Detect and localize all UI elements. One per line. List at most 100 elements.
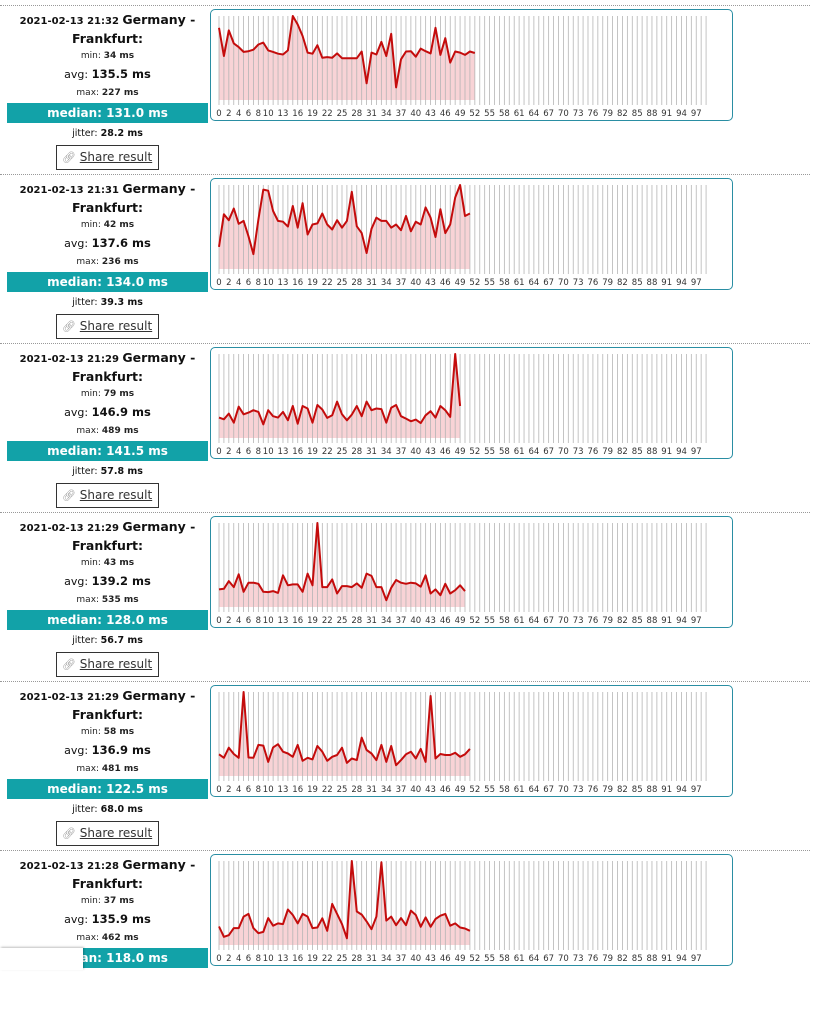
x-tick-label: 19 xyxy=(307,278,318,288)
share-result-button[interactable]: 🔗︎ Share result xyxy=(55,652,160,677)
x-tick-label: 34 xyxy=(381,447,392,457)
x-tick-label: 25 xyxy=(337,785,348,795)
x-tick-label: 64 xyxy=(528,616,539,626)
x-tick-label: 58 xyxy=(499,785,510,795)
x-tick-label: 82 xyxy=(617,447,628,457)
x-tick-label: 16 xyxy=(292,954,303,964)
x-tick-label: 91 xyxy=(661,278,672,288)
x-tick-label: 2 xyxy=(226,109,231,119)
max-label: max: xyxy=(76,933,102,943)
x-tick-label: 4 xyxy=(236,278,241,288)
median-stat: median: 131.0 ms xyxy=(7,103,208,123)
x-tick-label: 82 xyxy=(617,278,628,288)
max-value: 236 ms xyxy=(101,257,139,267)
x-tick-label: 88 xyxy=(647,616,658,626)
x-tick-label: 2 xyxy=(226,278,231,288)
x-tick-label: 37 xyxy=(396,278,407,288)
x-tick-label: 79 xyxy=(602,616,613,626)
x-tick-label: 31 xyxy=(366,954,377,964)
x-tick-label: 61 xyxy=(514,278,525,288)
max-value: 489 ms xyxy=(101,426,139,436)
jitter-stat: jitter: 56.7 ms xyxy=(7,630,208,652)
x-tick-label: 22 xyxy=(322,278,333,288)
x-tick-label: 64 xyxy=(528,447,539,457)
timestamp: 2021-02-13 21:28 xyxy=(19,861,119,872)
x-tick-label: 49 xyxy=(455,278,466,288)
x-tick-label: 70 xyxy=(558,278,569,288)
median-stat: median: 134.0 ms xyxy=(7,272,208,292)
link-icon: 🔗︎ xyxy=(61,658,76,671)
x-tick-label: 0 xyxy=(216,109,221,119)
city: Frankfurt: xyxy=(71,538,144,553)
x-tick-label: 19 xyxy=(307,954,318,964)
x-tick-label: 91 xyxy=(661,447,672,457)
share-result-button[interactable]: 🔗︎ Share result xyxy=(55,314,160,339)
x-tick-label: 28 xyxy=(351,109,362,119)
divider xyxy=(0,174,810,175)
median-value: 128.0 ms xyxy=(106,613,168,627)
min-value: 79 ms xyxy=(103,389,135,399)
x-tick-label: 79 xyxy=(602,278,613,288)
share-result-button[interactable]: 🔗︎ Share result xyxy=(55,821,160,846)
timestamp: 2021-02-13 21:31 xyxy=(19,185,119,196)
jitter-stat: jitter: 39.3 ms xyxy=(7,292,208,314)
latency-line xyxy=(218,860,471,940)
timestamp: 2021-02-13 21:29 xyxy=(19,354,119,365)
min-stat: min: 37 ms xyxy=(7,892,208,910)
x-tick-label: 70 xyxy=(558,954,569,964)
share-result-button[interactable]: 🔗︎ Share result xyxy=(55,145,160,170)
x-tick-label: 55 xyxy=(484,447,495,457)
max-label: max: xyxy=(76,595,102,605)
min-label: min: xyxy=(80,220,104,230)
x-tick-label: 8 xyxy=(256,616,261,626)
max-value: 481 ms xyxy=(101,764,139,774)
x-tick-label: 79 xyxy=(602,447,613,457)
link-icon: 🔗︎ xyxy=(61,320,76,333)
jitter-value: 28.2 ms xyxy=(100,128,143,139)
share-result-button[interactable]: 🔗︎ Share result xyxy=(55,483,160,508)
min-value: 42 ms xyxy=(103,220,135,230)
x-tick-label: 0 xyxy=(216,785,221,795)
x-tick-label: 70 xyxy=(558,616,569,626)
x-tick-label: 13 xyxy=(278,785,289,795)
result-header: 2021-02-13 21:29 Germany - xyxy=(7,349,208,368)
avg-label: avg: xyxy=(64,744,92,757)
x-tick-label: 6 xyxy=(246,109,251,119)
x-tick-label: 34 xyxy=(381,109,392,119)
x-tick-label: 67 xyxy=(543,278,554,288)
min-value: 37 ms xyxy=(103,896,135,906)
x-tick-label: 94 xyxy=(676,278,687,288)
timestamp: 2021-02-13 21:29 xyxy=(19,523,119,534)
x-tick-label: 64 xyxy=(528,954,539,964)
x-tick-label: 40 xyxy=(410,785,421,795)
ping-chart: 0 2 4 6 8 10 13 16 19 22 25 28 31 34 37 40 43 46 49 52 55 58 6… xyxy=(210,178,733,290)
x-tick-label: 55 xyxy=(484,109,495,119)
x-tick-label: 91 xyxy=(661,954,672,964)
link-icon: 🔗︎ xyxy=(61,151,76,164)
avg-label: avg: xyxy=(64,406,92,419)
max-value: 535 ms xyxy=(101,595,139,605)
x-tick-label: 16 xyxy=(292,109,303,119)
x-tick-label: 19 xyxy=(307,109,318,119)
median-label: median: xyxy=(47,782,107,796)
x-tick-label: 19 xyxy=(307,616,318,626)
x-tick-label: 70 xyxy=(558,785,569,795)
x-tick-label: 49 xyxy=(455,954,466,964)
x-tick-label: 67 xyxy=(543,109,554,119)
max-label: max: xyxy=(76,426,102,436)
x-tick-label: 40 xyxy=(410,954,421,964)
x-tick-label: 97 xyxy=(691,278,702,288)
x-tick-label: 13 xyxy=(278,109,289,119)
x-tick-label: 85 xyxy=(632,278,643,288)
avg-value: 136.9 ms xyxy=(91,743,151,757)
avg-label: avg: xyxy=(64,913,92,926)
jitter-value: 68.0 ms xyxy=(100,804,143,815)
x-tick-label: 19 xyxy=(307,785,318,795)
latency-line xyxy=(218,184,471,256)
x-tick-label: 55 xyxy=(484,785,495,795)
latency-line xyxy=(218,15,476,89)
x-tick-label: 6 xyxy=(246,954,251,964)
x-tick-label: 28 xyxy=(351,954,362,964)
share-label: Share result xyxy=(79,319,153,333)
city: Frankfurt: xyxy=(71,369,144,384)
